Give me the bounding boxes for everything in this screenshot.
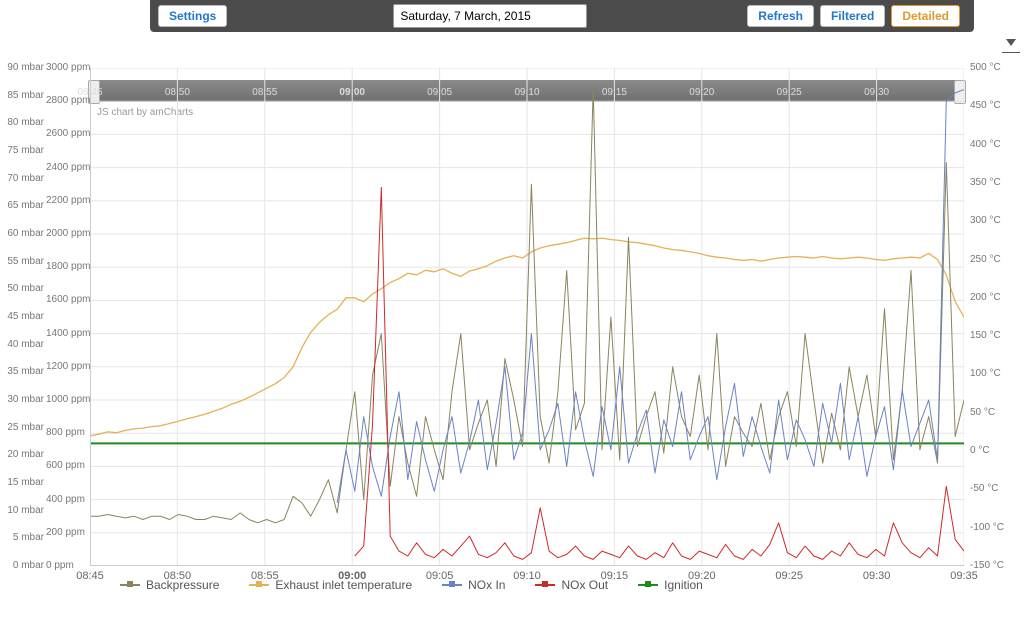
legend-label: Exhaust inlet temperature [275, 578, 412, 592]
y-tick-label: 200 °C [970, 292, 1020, 303]
legend-swatch [249, 584, 269, 586]
x-tick-label: 09:30 [863, 570, 891, 582]
y-tick-label: 0 mbar [0, 560, 44, 571]
y-tick-label: 20 mbar [0, 449, 44, 460]
y-tick-label: 2800 ppm [46, 95, 86, 106]
y-tick-label: 2400 ppm [46, 162, 86, 173]
y-tick-label: 400 ppm [46, 494, 86, 505]
y-tick-label: 800 ppm [46, 427, 86, 438]
y-tick-label: 50 mbar [0, 283, 44, 294]
y-tick-label: 100 °C [970, 368, 1020, 379]
y-tick-label: 50 °C [970, 407, 1020, 418]
y-tick-label: 35 mbar [0, 366, 44, 377]
y-tick-label: 1400 ppm [46, 328, 86, 339]
y-tick-label: 30 mbar [0, 394, 44, 405]
y-tick-label: 1200 ppm [46, 361, 86, 372]
y-tick-label: 40 mbar [0, 339, 44, 350]
chart-area: 08:4508:5008:5509:0009:0509:1009:1509:20… [0, 40, 1024, 596]
y-tick-label: 1800 ppm [46, 261, 86, 272]
y-tick-label: 300 °C [970, 215, 1020, 226]
y-tick-label: 350 °C [970, 177, 1020, 188]
y-tick-label: 75 mbar [0, 145, 44, 156]
y-tick-label: 60 mbar [0, 228, 44, 239]
legend-label: Backpressure [146, 578, 219, 592]
y-tick-label: 1000 ppm [46, 394, 86, 405]
legend-label: NOx In [468, 578, 505, 592]
y-tick-label: 80 mbar [0, 117, 44, 128]
x-tick-label: 08:45 [76, 570, 104, 582]
legend-swatch [120, 584, 140, 586]
legend-item-exhaust[interactable]: Exhaust inlet temperature [249, 578, 412, 592]
y-tick-label: -100 °C [970, 522, 1020, 533]
legend-swatch [535, 584, 555, 586]
y-tick-label: 2200 ppm [46, 195, 86, 206]
x-tick-label: 09:25 [775, 570, 803, 582]
legend-swatch [638, 584, 658, 586]
refresh-button[interactable]: Refresh [747, 5, 814, 27]
y-tick-label: 70 mbar [0, 173, 44, 184]
y-tick-label: 85 mbar [0, 90, 44, 101]
y-tick-label: -50 °C [970, 483, 1020, 494]
legend-item-nox_in[interactable]: NOx In [442, 578, 505, 592]
legend-item-backpressure[interactable]: Backpressure [120, 578, 219, 592]
y-tick-label: 90 mbar [0, 62, 44, 73]
y-tick-label: 45 mbar [0, 311, 44, 322]
legend-label: NOx Out [561, 578, 608, 592]
y-tick-label: 65 mbar [0, 200, 44, 211]
y-tick-label: 25 mbar [0, 422, 44, 433]
y-tick-label: 500 °C [970, 62, 1020, 73]
legend: Backpressure Exhaust inlet temperature NOx… [120, 578, 703, 592]
app-root: Settings Refresh Filtered Detailed 08:45… [0, 0, 1024, 626]
y-tick-label: 450 °C [970, 100, 1020, 111]
y-tick-label: 3000 ppm [46, 62, 86, 73]
y-tick-label: 400 °C [970, 139, 1020, 150]
detailed-button[interactable]: Detailed [891, 5, 960, 27]
legend-label: Ignition [664, 578, 703, 592]
date-input[interactable] [393, 4, 587, 28]
y-tick-label: 2600 ppm [46, 128, 86, 139]
settings-button[interactable]: Settings [158, 5, 227, 27]
legend-item-nox_out[interactable]: NOx Out [535, 578, 608, 592]
y-tick-label: 15 mbar [0, 477, 44, 488]
y-tick-label: 250 °C [970, 254, 1020, 265]
y-tick-label: 0 °C [970, 445, 1020, 456]
legend-swatch [442, 584, 462, 586]
x-tick-label: 09:35 [950, 570, 978, 582]
y-tick-label: 1600 ppm [46, 294, 86, 305]
y-tick-label: 600 ppm [46, 460, 86, 471]
filtered-button[interactable]: Filtered [820, 5, 885, 27]
y-tick-label: 10 mbar [0, 505, 44, 516]
y-tick-label: 55 mbar [0, 256, 44, 267]
legend-item-ignition[interactable]: Ignition [638, 578, 703, 592]
toolbar: Settings Refresh Filtered Detailed [150, 0, 974, 32]
y-tick-label: 200 ppm [46, 527, 86, 538]
y-tick-label: 150 °C [970, 330, 1020, 341]
y-tick-label: 2000 ppm [46, 228, 86, 239]
plot-area: 08:4508:5008:5509:0009:0509:1009:1509:20… [90, 68, 964, 566]
y-tick-label: 5 mbar [0, 532, 44, 543]
